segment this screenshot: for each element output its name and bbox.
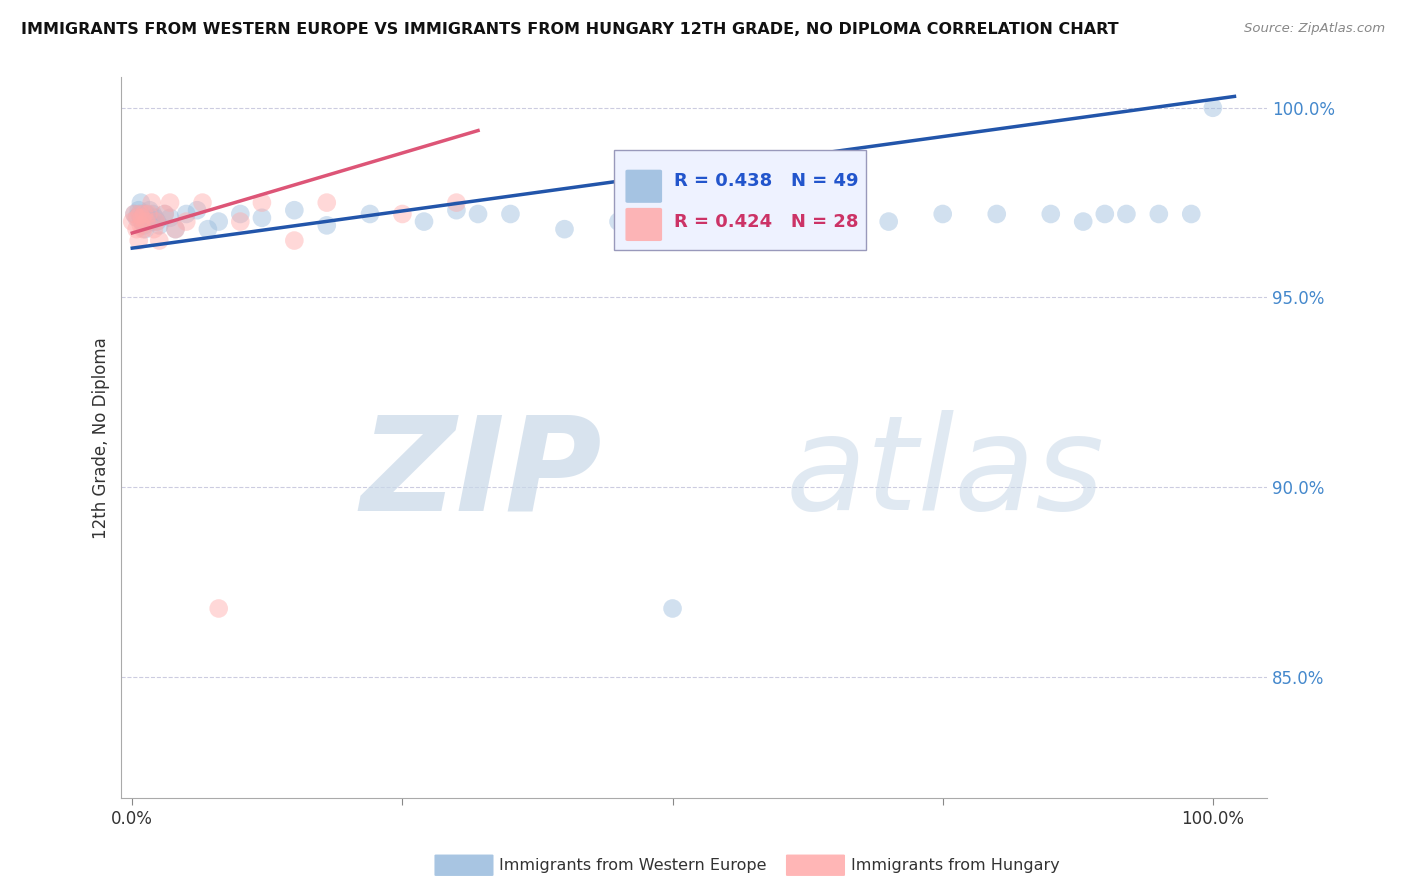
Point bbox=[131, 214, 153, 228]
Point bbox=[159, 195, 181, 210]
Point bbox=[716, 207, 738, 221]
Point bbox=[607, 214, 630, 228]
Point bbox=[141, 214, 163, 228]
Point bbox=[391, 207, 413, 221]
Point bbox=[315, 195, 337, 210]
Point bbox=[141, 195, 163, 210]
Point bbox=[446, 203, 468, 218]
Text: Immigrants from Hungary: Immigrants from Hungary bbox=[851, 858, 1059, 872]
Point bbox=[197, 222, 219, 236]
Point bbox=[769, 207, 792, 221]
Point bbox=[134, 219, 156, 233]
Point bbox=[129, 219, 152, 233]
Point bbox=[146, 214, 169, 228]
Point bbox=[1071, 214, 1094, 228]
Point bbox=[986, 207, 1008, 221]
Point bbox=[1180, 207, 1202, 221]
Point bbox=[208, 601, 231, 615]
Point bbox=[145, 214, 167, 228]
FancyBboxPatch shape bbox=[626, 169, 662, 202]
Point bbox=[186, 203, 208, 218]
Point bbox=[142, 222, 165, 236]
Point bbox=[283, 203, 305, 218]
Point bbox=[124, 207, 146, 221]
Point bbox=[159, 211, 181, 225]
Text: atlas: atlas bbox=[786, 410, 1105, 537]
Point bbox=[1115, 207, 1137, 221]
Point bbox=[191, 195, 214, 210]
Point bbox=[553, 222, 575, 236]
Point bbox=[1039, 207, 1062, 221]
Point bbox=[125, 222, 148, 236]
Point bbox=[129, 195, 152, 210]
Point bbox=[283, 234, 305, 248]
Point bbox=[148, 219, 170, 233]
Point bbox=[125, 211, 148, 225]
Point bbox=[1147, 207, 1170, 221]
Point bbox=[143, 211, 166, 225]
Point bbox=[174, 207, 197, 221]
Point bbox=[135, 214, 157, 228]
Point bbox=[131, 211, 153, 225]
Point bbox=[931, 207, 953, 221]
Point bbox=[127, 211, 149, 225]
Point bbox=[142, 207, 165, 221]
Point bbox=[824, 207, 846, 221]
Point bbox=[208, 214, 231, 228]
Point bbox=[132, 222, 155, 236]
Point bbox=[250, 195, 273, 210]
Point bbox=[661, 601, 683, 615]
Point bbox=[1094, 207, 1116, 221]
Point bbox=[128, 234, 150, 248]
FancyBboxPatch shape bbox=[614, 150, 866, 251]
Text: R = 0.438   N = 49: R = 0.438 N = 49 bbox=[673, 172, 858, 190]
Point bbox=[148, 234, 170, 248]
Point bbox=[153, 207, 176, 221]
Point bbox=[413, 214, 436, 228]
Point bbox=[877, 214, 900, 228]
Point bbox=[128, 203, 150, 218]
Text: Immigrants from Western Europe: Immigrants from Western Europe bbox=[499, 858, 766, 872]
Point bbox=[134, 222, 156, 236]
Point bbox=[165, 222, 187, 236]
Point bbox=[165, 222, 187, 236]
Point bbox=[229, 214, 252, 228]
FancyBboxPatch shape bbox=[626, 208, 662, 241]
Text: IMMIGRANTS FROM WESTERN EUROPE VS IMMIGRANTS FROM HUNGARY 12TH GRADE, NO DIPLOMA: IMMIGRANTS FROM WESTERN EUROPE VS IMMIGR… bbox=[21, 22, 1119, 37]
Point bbox=[446, 195, 468, 210]
Point bbox=[250, 211, 273, 225]
Point bbox=[132, 211, 155, 225]
Point bbox=[467, 207, 489, 221]
Text: R = 0.424   N = 28: R = 0.424 N = 28 bbox=[673, 212, 858, 230]
Point bbox=[315, 219, 337, 233]
Point bbox=[359, 207, 381, 221]
Point bbox=[124, 207, 146, 221]
Point bbox=[174, 214, 197, 228]
Point bbox=[1202, 101, 1225, 115]
Point bbox=[499, 207, 522, 221]
Point bbox=[136, 211, 159, 225]
Point bbox=[229, 207, 252, 221]
Point bbox=[138, 207, 160, 221]
Y-axis label: 12th Grade, No Diploma: 12th Grade, No Diploma bbox=[93, 337, 110, 539]
Point bbox=[128, 207, 150, 221]
Point bbox=[153, 207, 176, 221]
Point bbox=[134, 207, 156, 221]
Point bbox=[138, 203, 160, 218]
Text: Source: ZipAtlas.com: Source: ZipAtlas.com bbox=[1244, 22, 1385, 36]
Point bbox=[121, 214, 143, 228]
Text: ZIP: ZIP bbox=[361, 410, 603, 537]
Point bbox=[128, 207, 150, 221]
Point bbox=[135, 207, 157, 221]
